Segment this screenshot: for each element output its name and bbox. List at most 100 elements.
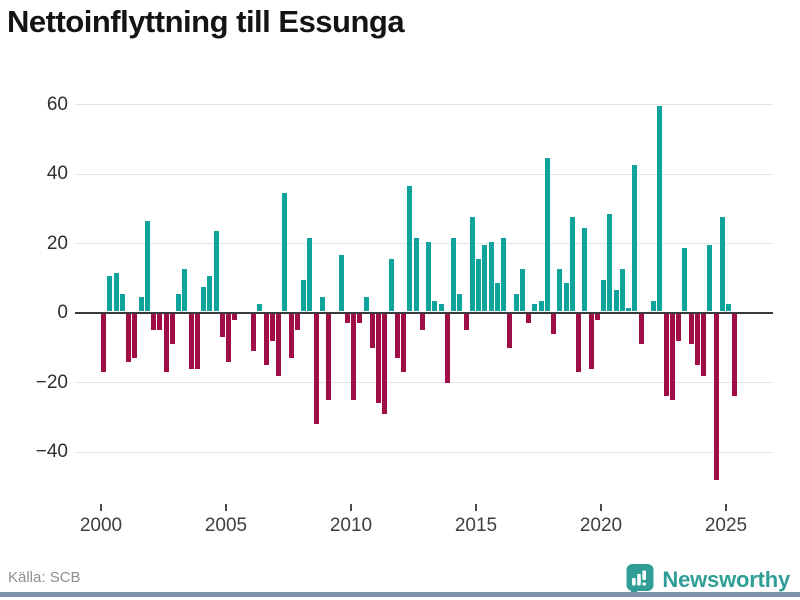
- bar: [307, 238, 313, 311]
- y-axis-label: −40: [35, 441, 68, 462]
- bar: [151, 313, 156, 331]
- bar: [557, 269, 563, 311]
- bar: [669, 313, 675, 400]
- bar: [676, 313, 681, 341]
- bar: [457, 293, 463, 311]
- bar: [507, 313, 513, 348]
- bar: [413, 238, 419, 311]
- bar: [519, 269, 525, 311]
- bar: [494, 283, 500, 311]
- bar: [619, 269, 625, 311]
- bar: [169, 313, 175, 345]
- x-axis-label: 2020: [579, 515, 623, 536]
- x-axis-tick: [225, 504, 227, 511]
- bar: [163, 313, 169, 373]
- x-axis-label: 2010: [329, 515, 373, 536]
- x-axis-tick: [350, 504, 352, 511]
- bar: [107, 276, 113, 311]
- bar: [338, 255, 344, 311]
- bar: [701, 313, 706, 376]
- bar: [263, 313, 269, 366]
- x-axis-tick: [100, 504, 102, 511]
- bar: [188, 313, 194, 369]
- bar: [113, 272, 119, 311]
- bar: [526, 313, 531, 324]
- bar: [344, 313, 350, 324]
- bar: [432, 300, 438, 311]
- bar: [532, 304, 538, 311]
- bar: [419, 313, 425, 331]
- bar: [538, 300, 544, 311]
- bar: [544, 158, 550, 311]
- bar: [601, 279, 606, 311]
- bar: [144, 220, 150, 311]
- bar: [613, 290, 619, 311]
- bar: [713, 313, 719, 480]
- bar: [594, 313, 600, 320]
- bar: [469, 217, 475, 311]
- bar: [694, 313, 700, 366]
- bar: [632, 165, 638, 311]
- bar: [194, 313, 200, 369]
- bar: [376, 313, 381, 404]
- chart-title: Nettoinflyttning till Essunga: [7, 4, 405, 39]
- bar: [326, 313, 331, 400]
- x-axis-label: 2015: [454, 515, 498, 536]
- bar: [269, 313, 275, 341]
- bar: [157, 313, 163, 331]
- bar: [682, 248, 688, 311]
- bar: [319, 297, 325, 311]
- bar: [576, 313, 581, 373]
- bar: [513, 293, 519, 311]
- bar: [451, 238, 456, 311]
- bar: [388, 258, 394, 311]
- bar: [657, 105, 663, 311]
- bar: [626, 307, 631, 311]
- bar: [501, 238, 506, 311]
- bar: [119, 293, 125, 311]
- bar: [251, 313, 256, 352]
- bar: [438, 304, 444, 311]
- bar: [176, 293, 181, 311]
- y-axis-label: −20: [35, 371, 68, 393]
- source-label: Källa: SCB: [8, 569, 81, 586]
- bar: [382, 313, 388, 414]
- bar: [276, 313, 281, 376]
- bar: [138, 297, 144, 311]
- bar: [369, 313, 375, 348]
- bar: [226, 313, 231, 362]
- bar: [313, 313, 319, 425]
- y-axis-label: 0: [57, 302, 68, 323]
- bar: [563, 283, 569, 311]
- x-axis-tick: [600, 504, 602, 511]
- bar: [132, 313, 138, 359]
- bar: [257, 304, 263, 311]
- newsworthy-wordmark: Newsworthy: [662, 567, 790, 592]
- y-gridline: [75, 243, 773, 244]
- y-gridline: [75, 382, 773, 383]
- bar: [407, 185, 413, 311]
- bar: [726, 304, 731, 311]
- bar: [288, 313, 294, 359]
- bar: [551, 313, 556, 334]
- x-axis-tick: [725, 504, 727, 511]
- bar: [213, 231, 219, 311]
- bar: [363, 297, 369, 311]
- y-gridline: [75, 173, 773, 175]
- bar: [394, 313, 400, 359]
- bar: [707, 244, 713, 311]
- y-gridline: [75, 104, 773, 105]
- zero-axis-line: [75, 311, 773, 314]
- x-axis-label: 2000: [79, 515, 123, 536]
- bar: [463, 313, 469, 331]
- bar: [732, 313, 738, 397]
- y-axis-label: 20: [46, 232, 68, 254]
- y-axis-label: 60: [46, 93, 68, 115]
- y-gridline: [75, 451, 773, 453]
- bar: [719, 217, 725, 311]
- x-axis-label: 2005: [204, 515, 248, 536]
- bar: [182, 269, 188, 311]
- bar: [101, 313, 106, 373]
